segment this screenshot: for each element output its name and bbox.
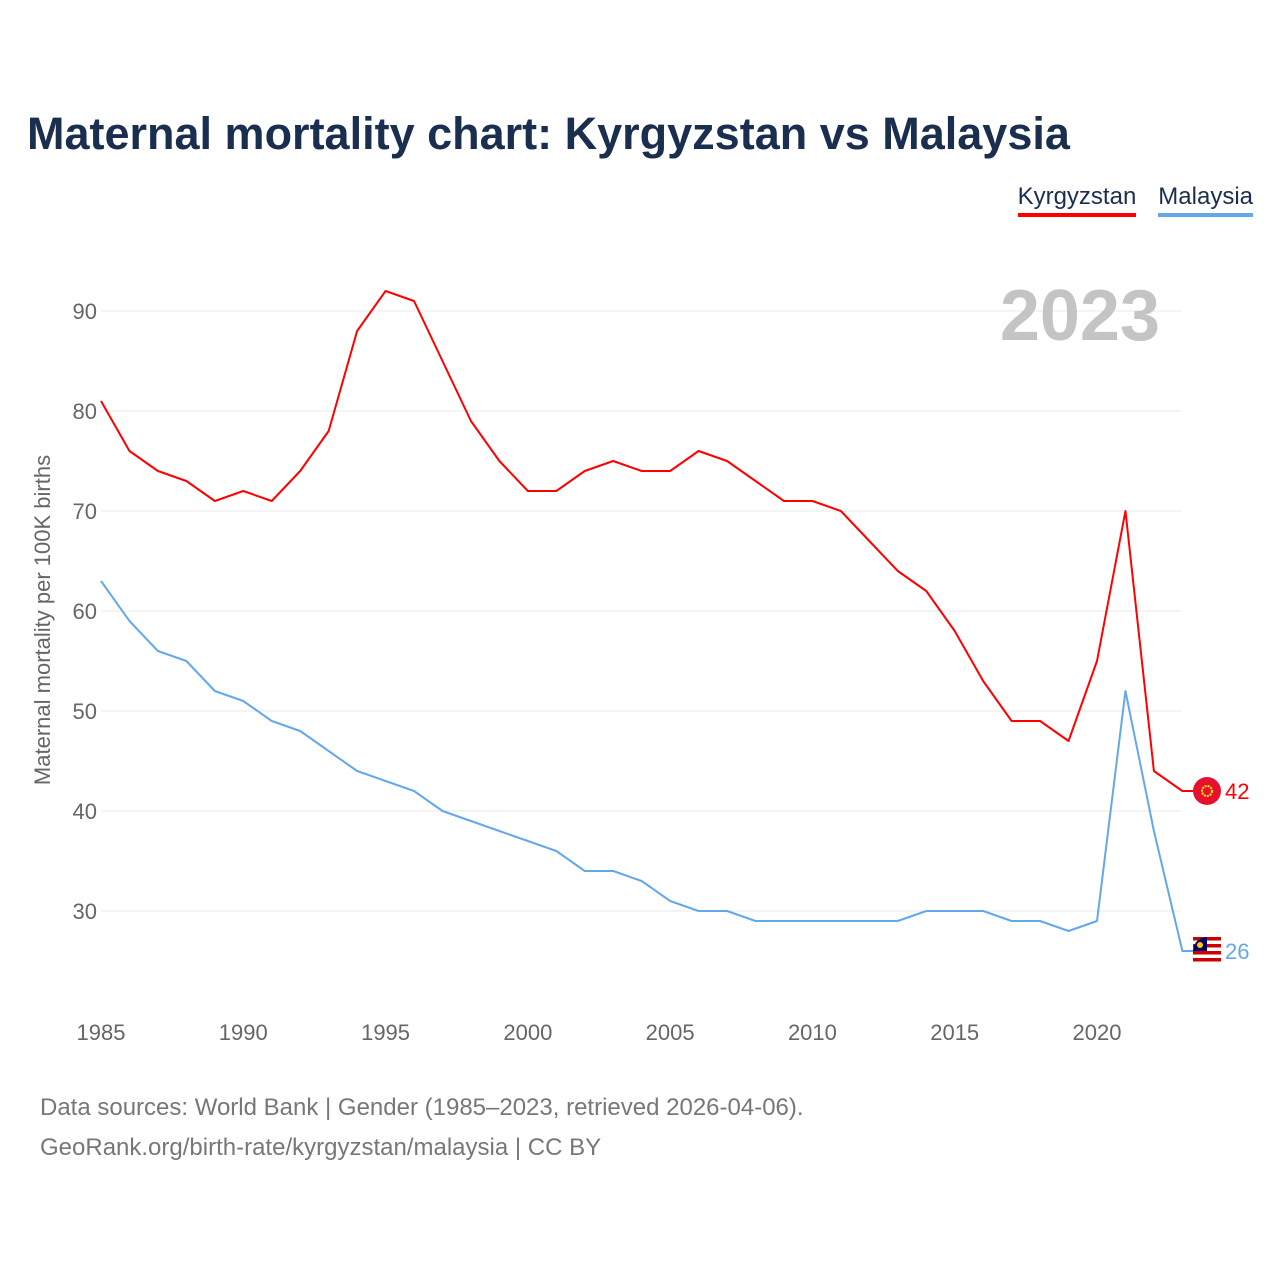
x-tick-label: 1995 xyxy=(361,1020,410,1045)
flag-icon-malaysia xyxy=(1193,937,1221,965)
legend-kyrgyzstan[interactable]: Kyrgyzstan xyxy=(1017,183,1137,217)
y-tick-label: 30 xyxy=(73,899,97,924)
x-tick-label: 2010 xyxy=(788,1020,837,1045)
flag-stripe xyxy=(1193,951,1221,955)
y-tick-label: 90 xyxy=(73,299,97,324)
footer: Data sources: World Bank | Gender (1985–… xyxy=(40,1088,804,1168)
x-tick-label: 1985 xyxy=(77,1020,126,1045)
year-label: 2023 xyxy=(1000,276,1160,356)
series-line-kyrgyzstan xyxy=(100,290,1207,792)
x-tick-label: 2000 xyxy=(503,1020,552,1045)
end-value-label: 26 xyxy=(1225,939,1249,964)
y-tick-label: 40 xyxy=(73,799,97,824)
x-tick-label: 1990 xyxy=(219,1020,268,1045)
source-link[interactable]: GeoRank.org/birth-rate/kyrgyzstan/malays… xyxy=(40,1134,602,1161)
y-tick-label: 60 xyxy=(73,599,97,624)
x-tick-label: 2020 xyxy=(1073,1020,1122,1045)
end-value-label: 42 xyxy=(1225,779,1249,804)
chart-title: Maternal mortality chart: Kyrgyzstan vs … xyxy=(27,108,1070,159)
data-source: Data sources: World Bank | Gender (1985–… xyxy=(40,1094,804,1121)
x-tick-label: 2015 xyxy=(930,1020,979,1045)
legend-malaysia[interactable]: Malaysia xyxy=(1158,183,1253,217)
y-tick-label: 70 xyxy=(73,499,97,524)
flag-circle xyxy=(1193,777,1221,805)
flag-crescent xyxy=(1197,942,1203,948)
y-tick-label: 50 xyxy=(73,699,97,724)
series-line-malaysia xyxy=(100,580,1207,952)
flag-stripe xyxy=(1193,958,1221,962)
flag-sun xyxy=(1201,785,1213,797)
x-tick-label: 2005 xyxy=(646,1020,695,1045)
flag-icon-kyrgyzstan xyxy=(1193,777,1221,805)
y-tick-label: 80 xyxy=(73,399,97,424)
legend: Kyrgyzstan Malaysia xyxy=(1017,183,1253,217)
y-axis-label: Maternal mortality per 100K births xyxy=(30,455,55,785)
